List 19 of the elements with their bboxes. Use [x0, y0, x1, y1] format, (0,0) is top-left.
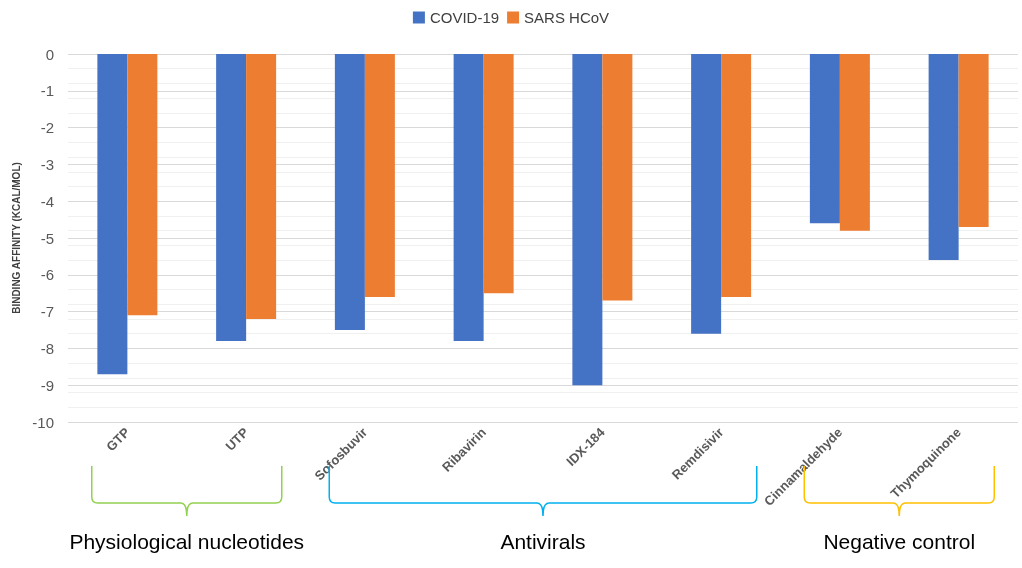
y-tick-label: -4: [40, 192, 54, 210]
text: Negative control: [823, 530, 976, 554]
y-tick-label: 0: [45, 45, 54, 63]
y-tick-label: -8: [40, 339, 54, 357]
text: Physiological nucleotides: [69, 530, 305, 554]
text: Antivirals: [500, 530, 586, 554]
y-tick-label: -6: [40, 266, 54, 284]
x-tick-label: UTP: [222, 424, 252, 454]
y-tick-label: -1: [40, 82, 54, 100]
y-tick-label: -10: [32, 413, 54, 431]
y-tick-label: -5: [40, 229, 54, 247]
y-tick-label: -9: [40, 376, 54, 394]
y-axis-title: BINDING AFFINITY (KCAL/MOL): [10, 162, 22, 314]
y-tick-label: -3: [40, 155, 54, 173]
y-tick-label: -7: [40, 303, 54, 321]
legend-label: COVID-19: [429, 9, 500, 26]
x-tick-label: GTP: [103, 424, 133, 455]
y-tick-label: -2: [40, 119, 54, 137]
legend-label: SARS HCoV: [524, 9, 610, 26]
